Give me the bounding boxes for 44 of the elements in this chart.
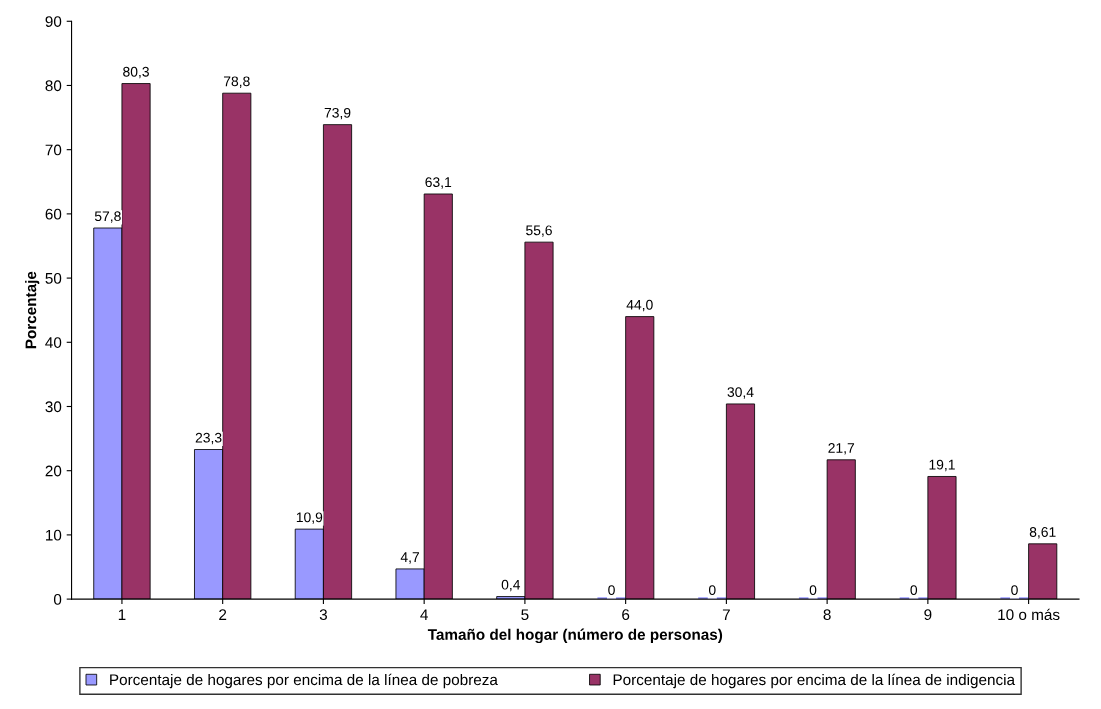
data-label: 0 [608,585,615,595]
x-tick-label: 5 [521,609,529,621]
data-label: 30,4 [727,387,754,399]
data-label: 21,7 [828,443,855,455]
x-tick-label: 1 [118,609,126,620]
data-label: 73,9 [324,107,351,120]
y-tick-label: 50 [45,272,62,284]
data-label: 0 [809,585,817,595]
y-tick-label: 60 [45,208,62,220]
data-label: 44,0 [626,299,653,312]
legend-label: Porcentaje de hogares por encima de la línea de pobreza [110,673,498,689]
y-tick-label: 80 [45,80,62,92]
y-tick-label: 0 [53,593,62,605]
data-label: 4,7 [400,552,420,564]
y-axis-title: Porcentaje [25,271,40,349]
data-label: 78,8 [223,76,250,88]
x-tick-label: 4 [420,609,428,620]
data-label: 0 [1011,585,1018,595]
data-label: 0,4 [501,579,521,592]
data-label: 80,3 [123,66,149,79]
x-tick-label: 2 [219,609,227,620]
data-label: 0 [910,585,918,595]
data-label: 23,3 [195,432,222,445]
x-tick-label: 7 [722,609,730,620]
y-tick-label: 70 [45,144,62,156]
data-label: 55,6 [526,225,552,237]
y-tick-label: 90 [45,16,62,27]
legend-label: Porcentaje de hogares por encima de la línea de indigencia [613,673,1016,689]
data-label: 10,9 [296,512,323,524]
data-label: 0 [708,585,716,595]
data-label: 57,8 [94,211,121,223]
x-tick-label: 8 [823,609,831,621]
y-tick-label: 20 [45,465,62,477]
y-tick-label: 40 [45,337,62,348]
x-tick-label: 9 [924,609,932,621]
x-tick-label: 3 [319,609,327,621]
y-tick-label: 10 [46,529,62,541]
y-tick-label: 30 [45,401,62,413]
data-label: 19,1 [929,459,955,472]
data-label: 63,1 [425,177,452,189]
data-label: 8,61 [1029,527,1056,539]
x-tick-label: 10 o más [998,608,1060,621]
x-axis-title: Tamaño del hogar (número de personas) [427,628,723,644]
x-tick-label: 6 [622,609,630,621]
